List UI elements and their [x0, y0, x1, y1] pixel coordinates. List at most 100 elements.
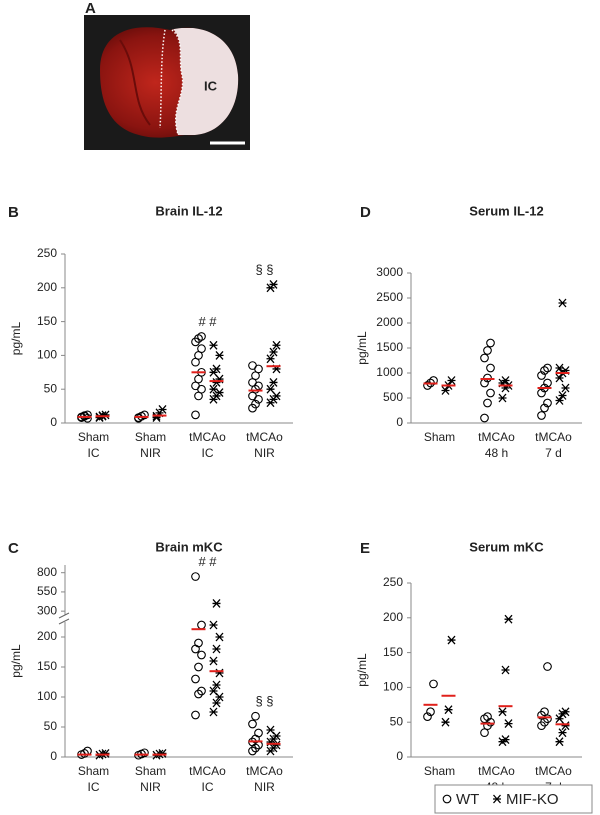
x-tick-label: tMCAo — [246, 764, 283, 778]
wt-point — [480, 353, 489, 363]
wt-point — [248, 746, 257, 756]
wt-point — [197, 686, 206, 696]
wt-point — [423, 381, 432, 390]
x-tick-label: tMCAo — [478, 764, 515, 778]
annotation: # # — [198, 554, 217, 569]
y-tick-label: 100 — [37, 689, 57, 703]
chart: C Brain mKC pg/mL 0 50 100 150 200 300 550 800 Sham… — [8, 539, 293, 794]
wt-point — [83, 413, 92, 423]
x-tick-label: Sham — [78, 430, 109, 444]
ko-point — [272, 340, 281, 350]
wt-point — [429, 679, 438, 689]
ko-point — [209, 384, 218, 394]
y-tick-label: 2500 — [376, 290, 403, 304]
chart-title: Brain IL-12 — [155, 203, 222, 218]
ko-point — [101, 748, 110, 758]
ko-point — [558, 728, 567, 738]
ko-point — [158, 748, 167, 758]
wt-point — [480, 728, 489, 737]
x-tick-label: Sham — [135, 430, 166, 444]
wt-point — [543, 378, 552, 388]
chart-title: Brain mKC — [155, 539, 223, 554]
panel-label: C — [8, 540, 19, 557]
y-tick-label: 0 — [50, 749, 57, 763]
legend-marker — [493, 794, 501, 804]
ko-point — [215, 350, 224, 360]
y-tick-label: 500 — [383, 390, 403, 404]
ko-point — [209, 707, 218, 717]
wt-point — [140, 748, 149, 758]
ko-point — [212, 644, 221, 654]
y-axis-label: pg/mL — [9, 322, 23, 356]
y-tick-label: 2000 — [376, 315, 403, 329]
y-tick-label: 200 — [383, 610, 403, 624]
ko-point — [215, 632, 224, 642]
wt-point — [483, 712, 492, 721]
x-tick-label: NIR — [140, 780, 161, 794]
ko-point — [555, 396, 564, 405]
ko-point — [504, 719, 513, 729]
wt-point — [540, 707, 549, 717]
y-axis-label: pg/mL — [9, 644, 23, 678]
panel-a-image: A IC — [84, 0, 250, 150]
ko-point — [269, 347, 278, 357]
y-tick-label: 550 — [37, 584, 57, 598]
ko-point — [501, 735, 510, 745]
ko-point — [269, 378, 278, 387]
y-axis-label: pg/mL — [355, 331, 369, 365]
wt-point — [254, 728, 263, 738]
wt-point — [537, 371, 546, 380]
x-tick-label: Sham — [424, 764, 455, 778]
panel-label: E — [360, 540, 370, 557]
chart: D Serum IL-12 pg/mL 0 500 1000 1500 2000 2500 300… — [355, 203, 582, 460]
ko-point — [555, 373, 564, 383]
wt-point — [197, 650, 206, 660]
x-tick-label: NIR — [254, 780, 275, 794]
y-tick-label: 1000 — [376, 365, 403, 379]
legend-label: WT — [456, 791, 479, 808]
wt-point — [426, 707, 435, 717]
y-tick-label: 0 — [50, 415, 57, 429]
y-tick-label: 100 — [383, 680, 403, 694]
y-tick-label: 150 — [383, 645, 403, 659]
y-tick-label: 50 — [44, 719, 58, 733]
legend-label: MIF-KO — [506, 791, 559, 808]
ko-point — [212, 364, 221, 374]
y-tick-label: 150 — [37, 314, 57, 328]
chart: B Brain IL-12 pg/mL 0 50 100 150 200 250 Sham IC Sh… — [8, 203, 293, 460]
wt-point — [191, 572, 200, 581]
y-tick-label: 50 — [390, 714, 404, 728]
ko-point — [561, 383, 570, 393]
annotation: § § — [255, 262, 273, 277]
annotation: § § — [255, 694, 273, 709]
wt-point — [80, 749, 89, 758]
ko-point — [441, 717, 450, 727]
chart-title: Serum IL-12 — [469, 203, 543, 218]
x-tick-label: Sham — [78, 764, 109, 778]
wt-point — [483, 398, 492, 408]
y-tick-label: 250 — [37, 246, 57, 260]
annotation: # # — [198, 314, 217, 329]
ko-point — [447, 376, 456, 385]
x-tick-label: tMCAo — [246, 430, 283, 444]
x-tick-label: tMCAo — [535, 764, 572, 778]
x-tick-label: tMCAo — [535, 430, 572, 444]
ko-point — [555, 714, 564, 724]
y-tick-label: 0 — [396, 749, 403, 763]
wt-point — [197, 620, 206, 630]
ko-point — [209, 656, 218, 666]
y-tick-label: 100 — [37, 348, 57, 362]
wt-point — [540, 403, 549, 413]
x-tick-label: 48 h — [485, 446, 508, 460]
wt-point — [486, 338, 495, 348]
wt-point — [537, 388, 546, 398]
panel-label: A — [85, 0, 96, 17]
legend — [434, 784, 593, 814]
axis-break — [58, 612, 70, 625]
wt-point — [543, 398, 552, 408]
ko-point — [266, 384, 275, 394]
x-tick-label: Sham — [135, 764, 166, 778]
x-tick-label: IC — [202, 780, 214, 794]
y-tick-label: 0 — [396, 415, 403, 429]
